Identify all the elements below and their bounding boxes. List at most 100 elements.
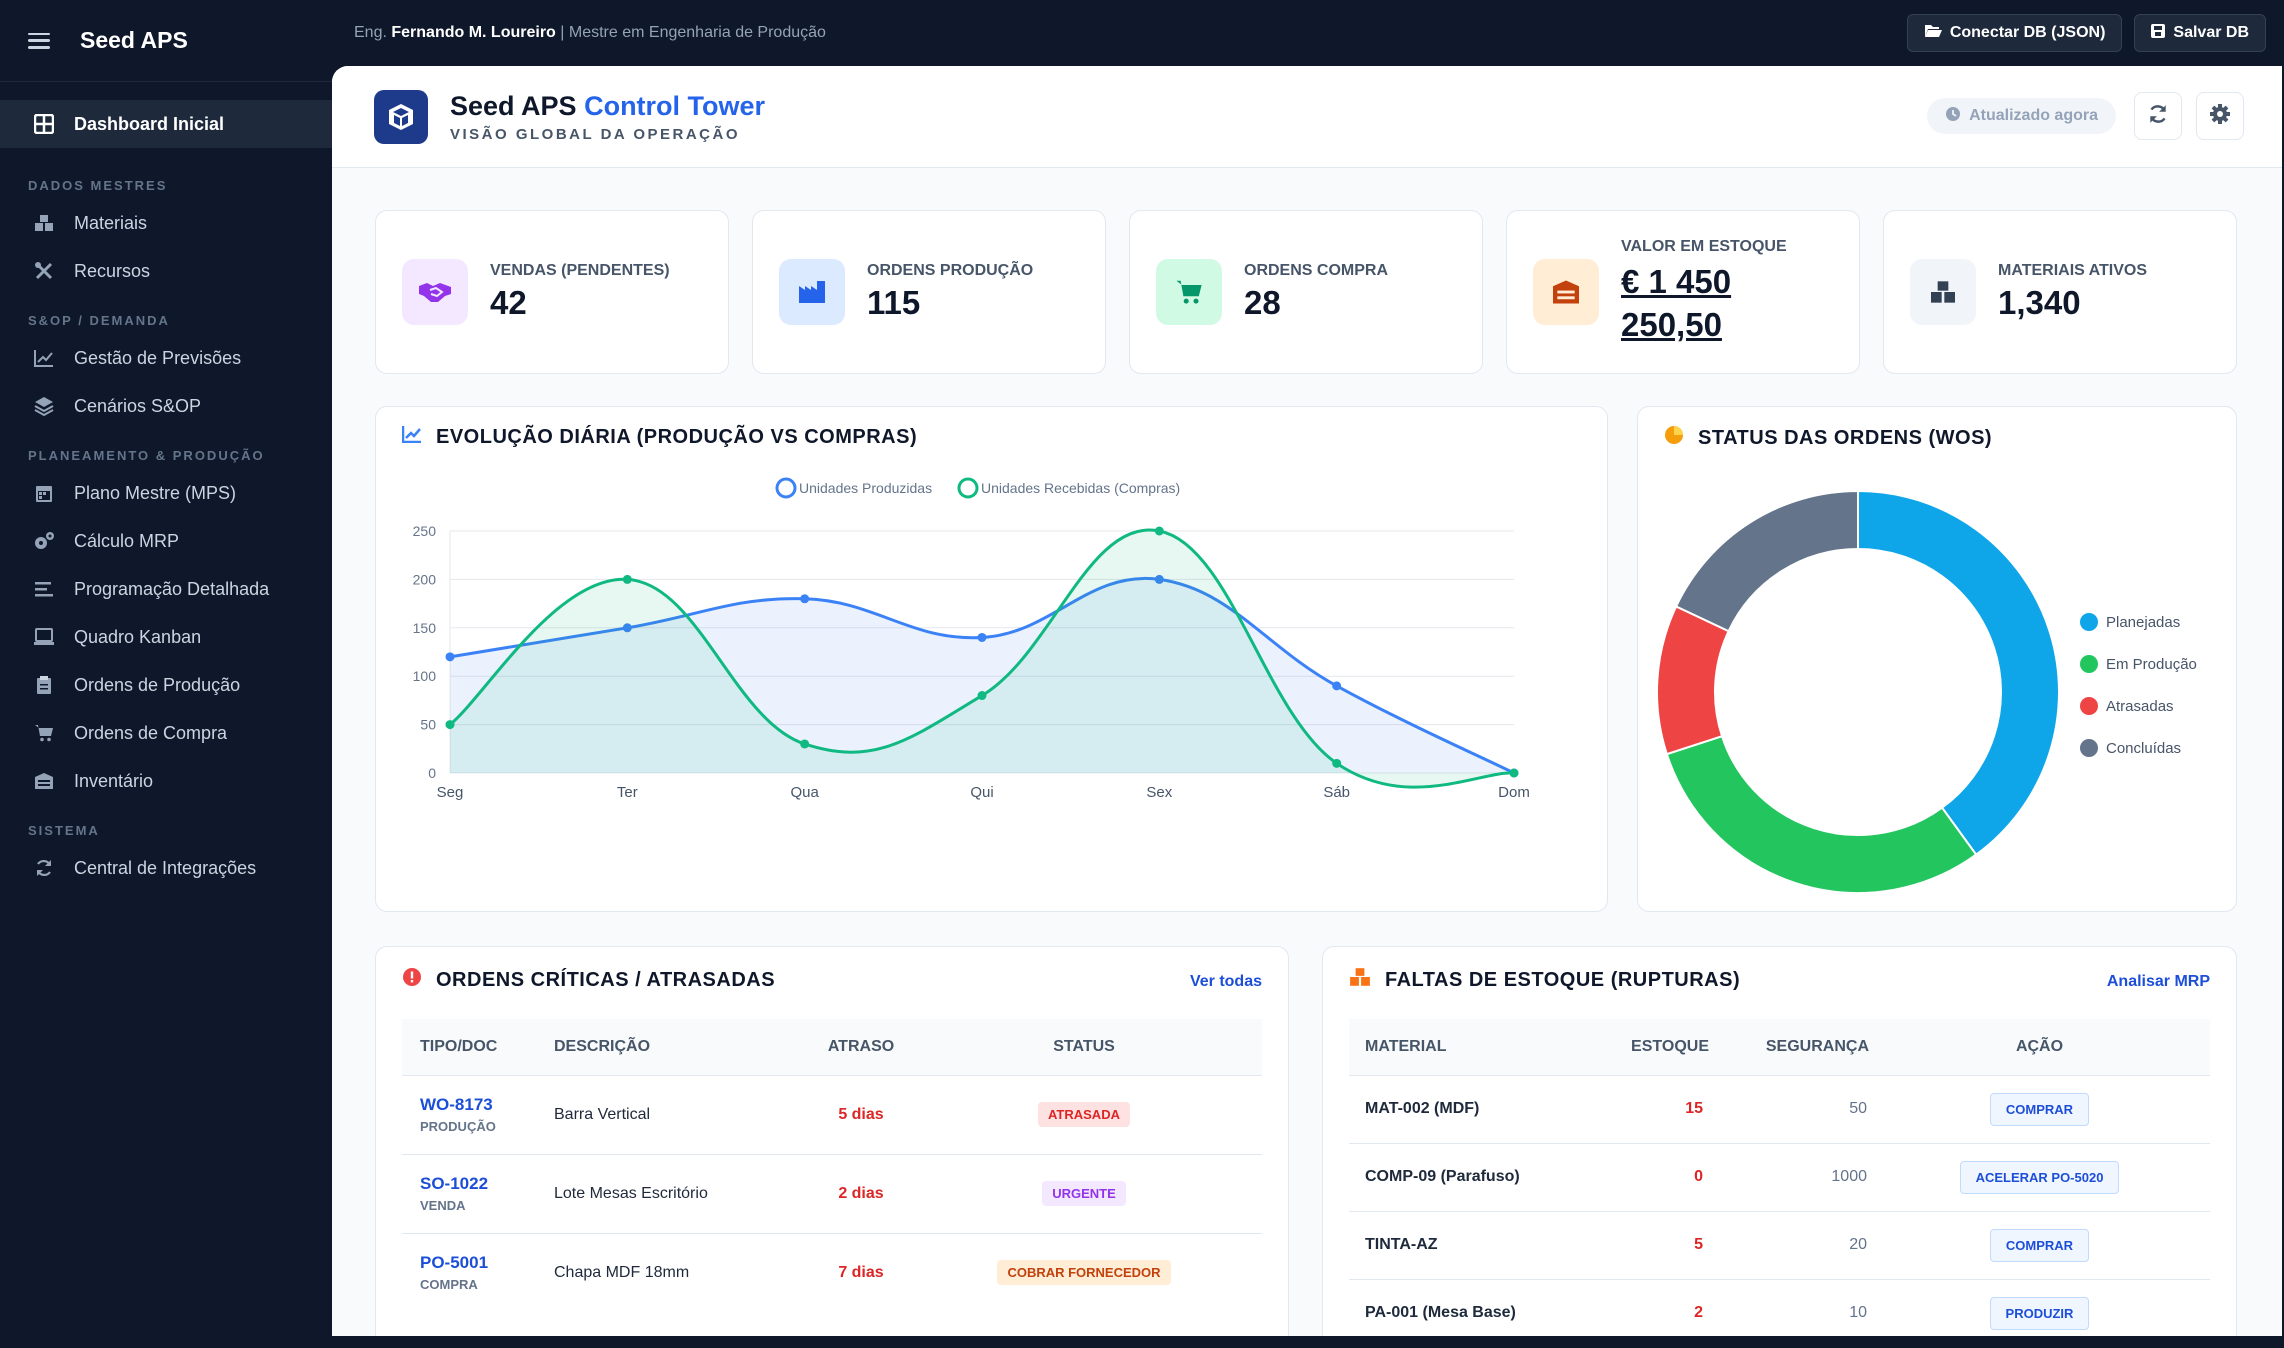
connect-db-button[interactable]: Conectar DB (JSON)	[1906, 14, 2123, 52]
user-name: Fernando M. Loureiro	[391, 24, 556, 41]
column-header: TIPO/DOC	[402, 1019, 554, 1075]
stockouts-title: FALTAS DE ESTOQUE (RUPTURAS)	[1349, 967, 1740, 993]
doc-id[interactable]: SO-1022	[420, 1174, 489, 1193]
kpi-value: € 1 450 250,50	[1621, 260, 1787, 346]
sidebar-item-label: Ordens de Compra	[74, 722, 228, 743]
legend-swatch	[2080, 655, 2098, 673]
donut-slice	[1656, 605, 1730, 756]
data-point	[445, 720, 455, 730]
stockouts-title-text: FALTAS DE ESTOQUE (RUPTURAS)	[1385, 968, 1741, 991]
donut-chart-panel: STATUS DAS ORDENS (WOS) Planejadas Em Pro…	[1637, 406, 2237, 912]
safety-cell: 20	[1709, 1210, 1869, 1279]
monitor-icon	[32, 625, 56, 649]
sidebar-item-mrp[interactable]: Cálculo MRP	[0, 517, 332, 565]
sidebar-item-label: Plano Mestre (MPS)	[74, 482, 237, 503]
sidebar-item-inventario[interactable]: Inventário	[0, 757, 332, 805]
legend-label: Unidades Produzidas	[799, 480, 932, 496]
status-badge: URGENTE	[1042, 1181, 1126, 1206]
sidebar-item-integracoes[interactable]: Central de Integrações	[0, 844, 332, 892]
legend-item[interactable]: Em Produção	[2080, 643, 2197, 685]
table-row[interactable]: WO-8173 PRODUÇÃO Barra Vertical 5 dias AT…	[402, 1074, 1262, 1154]
table-row[interactable]: COMP-09 (Parafuso) 0 1000 ACELERAR PO-50…	[1349, 1142, 2210, 1211]
sidebar-item-previsoes[interactable]: Gestão de Previsões	[0, 334, 332, 382]
data-point	[800, 594, 810, 604]
tools-icon	[32, 259, 56, 283]
sidebar-item-label: Gestão de Previsões	[74, 347, 242, 368]
column-header: DESCRIÇÃO	[554, 1019, 816, 1075]
status-badge: COBRAR FORNECEDOR	[997, 1260, 1171, 1286]
doc-id[interactable]: PO-5001	[420, 1253, 489, 1273]
data-point	[1332, 758, 1342, 768]
calendar-icon	[32, 481, 56, 505]
sidebar-item-ordens-compra[interactable]: Ordens de Compra	[0, 709, 332, 757]
y-tick-label: 0	[428, 765, 436, 781]
view-all-link[interactable]: Ver todas	[1189, 973, 1262, 990]
doc-type: VENDA	[420, 1198, 466, 1213]
sidebar-item-label: Dashboard Inicial	[74, 113, 225, 134]
analyze-mrp-link[interactable]: Analisar MRP	[2106, 973, 2210, 990]
comprar-button[interactable]: COMPRAR	[1989, 1092, 2090, 1126]
stockouts-table: MATERIAL ESTOQUE SEGURANÇA AÇÃO MAT-002 …	[1349, 1019, 2210, 1336]
table-row[interactable]: TINTA-AZ 5 20 COMPRAR	[1349, 1210, 2210, 1279]
save-db-button[interactable]: Salvar DB	[2134, 14, 2266, 52]
legend-item[interactable]: Planejadas	[2080, 601, 2197, 643]
sidebar-item-materiais[interactable]: Materiais	[0, 199, 332, 247]
gear-icon	[2209, 103, 2231, 130]
doc-cell: SO-1022 VENDA	[402, 1153, 554, 1233]
x-tick-label: Dom	[1498, 784, 1530, 801]
kpi-value: 28	[1244, 284, 1281, 321]
kpi-label: MATERIAIS ATIVOS	[1998, 262, 2148, 279]
action-cell: PRODUZIR	[1869, 1278, 2210, 1336]
kpi-value: 1,340	[1998, 284, 2081, 321]
nav-section-title: PLANEAMENTO & PRODUÇÃO	[28, 448, 265, 463]
safety-cell: 1000	[1709, 1142, 1869, 1211]
series-area	[450, 530, 1514, 788]
legend-swatch	[775, 477, 797, 499]
sidebar-item-label: Cálculo MRP	[74, 530, 180, 551]
material-cell: TINTA-AZ	[1349, 1210, 1589, 1279]
table-row[interactable]: SO-1022 VENDA Lote Mesas Escritório 2 dia…	[402, 1153, 1262, 1233]
sidebar-item-dashboard[interactable]: Dashboard Inicial	[0, 100, 332, 148]
sync-icon	[32, 856, 56, 880]
refresh-button[interactable]	[2134, 92, 2182, 140]
kpi-card-vendas: VENDAS (PENDENTES) 42	[375, 210, 729, 374]
table-row[interactable]: MAT-002 (MDF) 15 50 COMPRAR	[1349, 1074, 2210, 1143]
table-row[interactable]: PA-001 (Mesa Base) 2 10 PRODUZIR	[1349, 1278, 2210, 1336]
menu-icon[interactable]	[28, 32, 50, 49]
line-chart: 0 50 100 150 200 250 Seg Ter Qua Qui Sex Sáb Dom Unid…	[413, 477, 1530, 801]
table-row[interactable]: PO-5001 COMPRA Chapa MDF 18mm 7 dias COBR…	[402, 1232, 1262, 1312]
kpi-label: VENDAS (PENDENTES)	[490, 262, 670, 279]
stockouts-panel: FALTAS DE ESTOQUE (RUPTURAS) Analisar MR…	[1322, 946, 2237, 1336]
settings-button[interactable]	[2196, 92, 2244, 140]
sidebar-item-ordens-producao[interactable]: Ordens de Produção	[0, 661, 332, 709]
sidebar-item-kanban[interactable]: Quadro Kanban	[0, 613, 332, 661]
sidebar-item-recursos[interactable]: Recursos	[0, 247, 332, 295]
doc-id[interactable]: WO-8173	[420, 1095, 493, 1114]
clipboard-icon	[32, 673, 56, 697]
critical-orders-table: TIPO/DOC DESCRIÇÃO ATRASO STATUS WO-8173…	[402, 1019, 1262, 1312]
legend-item[interactable]: Atrasadas	[2080, 685, 2197, 727]
produzir-button[interactable]: PRODUZIR	[1989, 1296, 2090, 1330]
sidebar-item-mps[interactable]: Plano Mestre (MPS)	[0, 469, 332, 517]
legend-item[interactable]: Concluídas	[2080, 727, 2197, 769]
material-cell: PA-001 (Mesa Base)	[1349, 1278, 1589, 1336]
user-prefix: Eng.	[354, 24, 387, 41]
comprar-button[interactable]: COMPRAR	[1989, 1228, 2090, 1262]
data-point	[800, 739, 810, 749]
app-title: Seed APS	[80, 27, 188, 53]
critical-orders-title: ORDENS CRÍTICAS / ATRASADAS	[402, 967, 775, 993]
sidebar-item-programacao[interactable]: Programação Detalhada	[0, 565, 332, 613]
boxes-icon	[1910, 259, 1976, 325]
legend-label: Unidades Recebidas (Compras)	[981, 480, 1180, 496]
column-header: AÇÃO	[1869, 1019, 2210, 1075]
sidebar-brand: Seed APS	[0, 0, 332, 82]
kpi-value-line1: € 1 450	[1621, 263, 1732, 300]
delay-cell: 7 dias	[816, 1232, 906, 1312]
column-header: MATERIAL	[1349, 1019, 1589, 1075]
user-role: | Mestre em Engenharia de Produção	[560, 24, 826, 41]
accelerate-po-button[interactable]: ACELERAR PO-5020	[1959, 1160, 2120, 1194]
sidebar-item-cenarios[interactable]: Cenários S&OP	[0, 382, 332, 430]
refresh-icon	[2147, 103, 2169, 130]
nav-section-title: SISTEMA	[28, 823, 100, 838]
donut-chart-title: STATUS DAS ORDENS (WOS)	[1664, 425, 1992, 451]
